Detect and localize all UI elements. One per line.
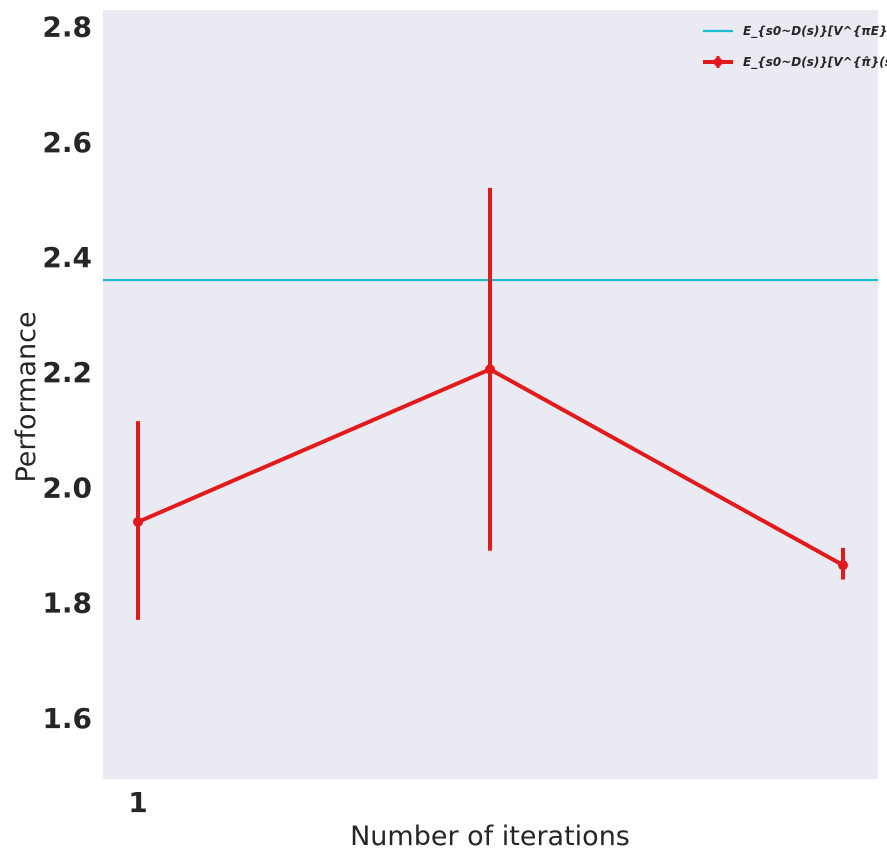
y-tick-label: 2.0 [42,471,92,504]
series-group [133,187,848,620]
y-tick-label: 2.2 [42,356,92,389]
y-tick-label: 2.8 [42,11,92,44]
legend-label-series: E_{s0~D(s)}[V^{π̂}(s0)] [743,55,887,70]
data-point [133,516,143,527]
data-point [485,364,495,375]
y-axis-label: Performance [11,311,42,482]
y-tick-label: 1.6 [42,702,92,735]
y-tick-label: 2.4 [42,241,92,274]
legend-swatch-marker [713,57,723,67]
y-tick-label: 2.6 [42,126,92,159]
x-axis-label: Number of iterations [350,821,630,852]
x-axis-ticks: 1 [128,786,147,819]
legend-label-reference: E_{s0~D(s)}[V^{πE}(s0)] [743,24,887,39]
y-axis-ticks: 1.6 1.8 2.0 2.2 2.4 2.6 2.8 [42,11,92,735]
y-tick-label: 1.8 [42,587,92,620]
data-point [838,560,848,571]
x-tick-label: 1 [128,786,147,819]
legend: E_{s0~D(s)}[V^{πE}(s0)] E_{s0~D(s)}[V^{π̂… [703,24,887,70]
